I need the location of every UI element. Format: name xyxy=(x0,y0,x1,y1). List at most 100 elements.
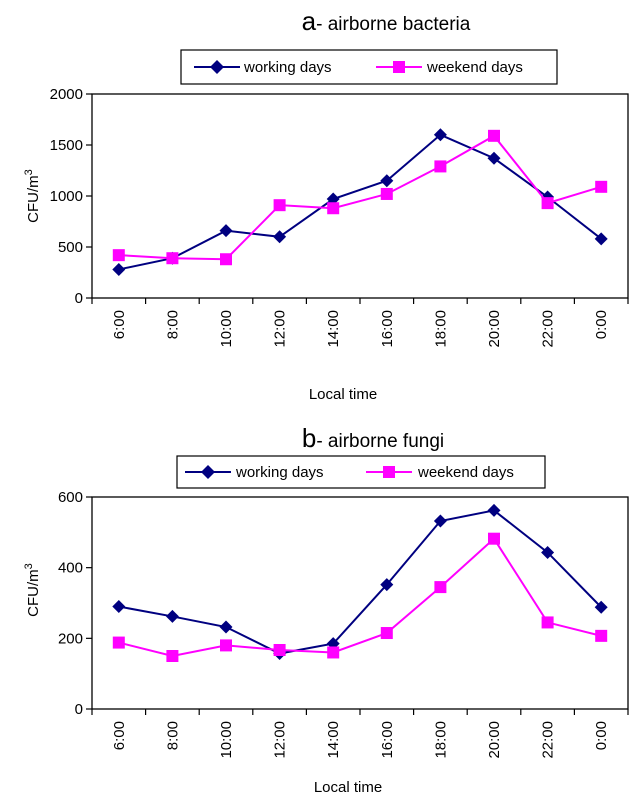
chart-b-legend-working-marker xyxy=(201,465,215,479)
chart-b-series-weekend-days-point xyxy=(434,581,447,594)
chart-b-legend-working-label: working days xyxy=(235,464,324,481)
chart-a-ylabel-text: CFU/m xyxy=(25,175,42,223)
chart-b-series-weekend-days-point xyxy=(595,629,608,642)
chart-b-series-working-days-point xyxy=(541,545,555,559)
chart-a-ylabel-sup: 3 xyxy=(23,169,35,175)
chart-b: b- airborne fungi working days weekend d… xyxy=(23,423,629,796)
chart-b-series-working-days-point xyxy=(219,620,233,634)
chart-b-series-weekend-days-point xyxy=(541,616,554,629)
chart-a-series-weekend-days-point xyxy=(488,129,500,142)
chart-b-series-working-days-point xyxy=(433,514,447,528)
chart-a-title-letter: a xyxy=(302,6,317,36)
chart-a-legend-working-marker xyxy=(210,60,224,74)
chart-b-ytick-label: 200 xyxy=(58,630,83,647)
chart-a-xtick-label: 6:00 xyxy=(111,310,128,339)
chart-b-xlabel: Local time xyxy=(314,779,382,796)
chart-b-xtick-label: 8:00 xyxy=(164,721,181,750)
chart-b-series-working-days-point xyxy=(380,578,394,592)
chart-b-xtick-label: 20:00 xyxy=(486,721,503,759)
chart-a-series-working-days-point xyxy=(112,262,126,276)
chart-a-series-working-days-point xyxy=(433,128,447,142)
chart-b-title-letter: b xyxy=(302,423,316,453)
chart-b-series-weekend-days-point xyxy=(112,636,125,649)
chart-b-xtick-label: 0:00 xyxy=(593,721,610,750)
chart-b-legend: working days weekend days xyxy=(176,455,546,489)
chart-a-series-working-days-point xyxy=(273,230,287,244)
chart-a-legend: working days weekend days xyxy=(180,49,558,85)
chart-b-ytick-label: 0 xyxy=(75,701,83,718)
chart-b-series-weekend-days-point xyxy=(327,646,340,659)
chart-b-title-text: - airborne fungi xyxy=(316,431,444,452)
chart-b-series-weekend-days-point xyxy=(273,643,286,656)
chart-a-ylabel: CFU/m3 xyxy=(23,169,42,223)
chart-b-ylabel-text: CFU/m xyxy=(25,569,42,617)
chart-b-xtick-label: 6:00 xyxy=(111,721,128,750)
chart-b-plot: 0 200 400 600 6:00 8:00 10:00 12:00 14:00 16:00 18… xyxy=(58,489,629,759)
chart-a-ytick-label: 2000 xyxy=(50,86,83,103)
chart-a-ytick-label: 1500 xyxy=(50,137,83,154)
chart-a-series-working-days-point xyxy=(219,224,233,238)
chart-b-series-weekend-days-point xyxy=(220,639,232,652)
chart-b-series-working-days-point xyxy=(165,609,179,623)
chart-b-ylabel-sup: 3 xyxy=(23,563,35,569)
chart-a-xtick-label: 16:00 xyxy=(379,310,396,348)
chart-a-series-weekend-days-point xyxy=(595,180,608,193)
chart-b-series-working-days-point xyxy=(112,600,126,614)
chart-b-ylabel: CFU/m3 xyxy=(23,563,42,617)
chart-b-xtick-label: 14:00 xyxy=(325,721,342,759)
chart-b-legend-weekend-label: weekend days xyxy=(417,464,514,481)
chart-a-ytick-label: 1000 xyxy=(50,188,83,205)
chart-a-xtick-label: 0:00 xyxy=(593,310,610,339)
chart-a-xtick-label: 22:00 xyxy=(540,310,557,348)
chart-a-title-text: - airborne bacteria xyxy=(316,14,471,35)
chart-a-series-working-days-point xyxy=(487,151,501,165)
chart-a-series-weekend-days-point xyxy=(112,249,125,262)
chart-b-xtick-label: 18:00 xyxy=(432,721,449,759)
chart-a-ytick-label: 500 xyxy=(58,239,83,256)
chart-b-series-weekend-days-point xyxy=(166,650,179,662)
chart-b-series-working-days-point xyxy=(594,600,608,614)
chart-b-ytick-label: 600 xyxy=(58,489,83,506)
chart-a-title: a- airborne bacteria xyxy=(302,6,471,36)
chart-a-series-weekend-days-point xyxy=(434,160,447,173)
chart-b-xtick-label: 22:00 xyxy=(540,721,557,759)
chart-a-series-weekend-days-point xyxy=(273,199,286,212)
chart-a-legend-weekend-label: weekend days xyxy=(426,59,523,76)
chart-a-xtick-label: 12:00 xyxy=(272,310,289,348)
chart-b-series-working-days-line xyxy=(118,509,602,655)
chart-b-series-weekend-days-point xyxy=(488,532,500,545)
chart-a-series-working-days-point xyxy=(594,232,608,246)
chart-b-series-weekend-days-line xyxy=(118,537,602,658)
chart-b-legend-weekend-marker xyxy=(383,466,395,478)
chart-a-xtick-label: 8:00 xyxy=(164,310,181,339)
chart-a-legend-working-label: working days xyxy=(243,59,332,76)
chart-a-legend-weekend-marker xyxy=(393,61,405,73)
chart-a-xtick-label: 10:00 xyxy=(218,310,235,348)
chart-a-series-working-days-line xyxy=(118,133,602,271)
chart-a-ytick-label: 0 xyxy=(75,290,83,307)
chart-a-series-weekend-days-point xyxy=(541,197,554,210)
chart-b-xtick-label: 10:00 xyxy=(218,721,235,759)
chart-a-series-weekend-days-point xyxy=(220,253,232,266)
chart-a-series-working-days-point xyxy=(380,174,394,188)
chart-b-xtick-label: 12:00 xyxy=(272,721,289,759)
chart-a-series-weekend-days-point xyxy=(327,202,340,215)
chart-a-xtick-label: 20:00 xyxy=(486,310,503,348)
chart-a-legend-box xyxy=(180,49,558,85)
chart-a-xtick-label: 18:00 xyxy=(432,310,449,348)
chart-a-xtick-label: 14:00 xyxy=(325,310,342,348)
chart-b-series-weekend-days-point xyxy=(380,627,393,640)
chart-b-title: b- airborne fungi xyxy=(302,423,444,453)
chart-b-legend-box xyxy=(176,455,546,489)
chart-b-xtick-label: 16:00 xyxy=(379,721,396,759)
chart-a-series-weekend-days-point xyxy=(380,187,393,200)
chart-a-series-weekend-days-line xyxy=(118,134,602,261)
chart-b-plot-frame xyxy=(91,496,629,710)
chart-a-xlabel: Local time xyxy=(309,386,377,403)
chart-b-ytick-label: 400 xyxy=(58,560,83,577)
chart-b-series-working-days-point xyxy=(487,503,501,517)
chart-a-series-weekend-days-point xyxy=(166,252,179,265)
chart-a: a- airborne bacteria working days weeken… xyxy=(23,6,629,403)
chart-a-plot: 0 500 1000 1500 2000 6:00 8:00 10:00 12:00 14:00 1… xyxy=(50,86,629,348)
